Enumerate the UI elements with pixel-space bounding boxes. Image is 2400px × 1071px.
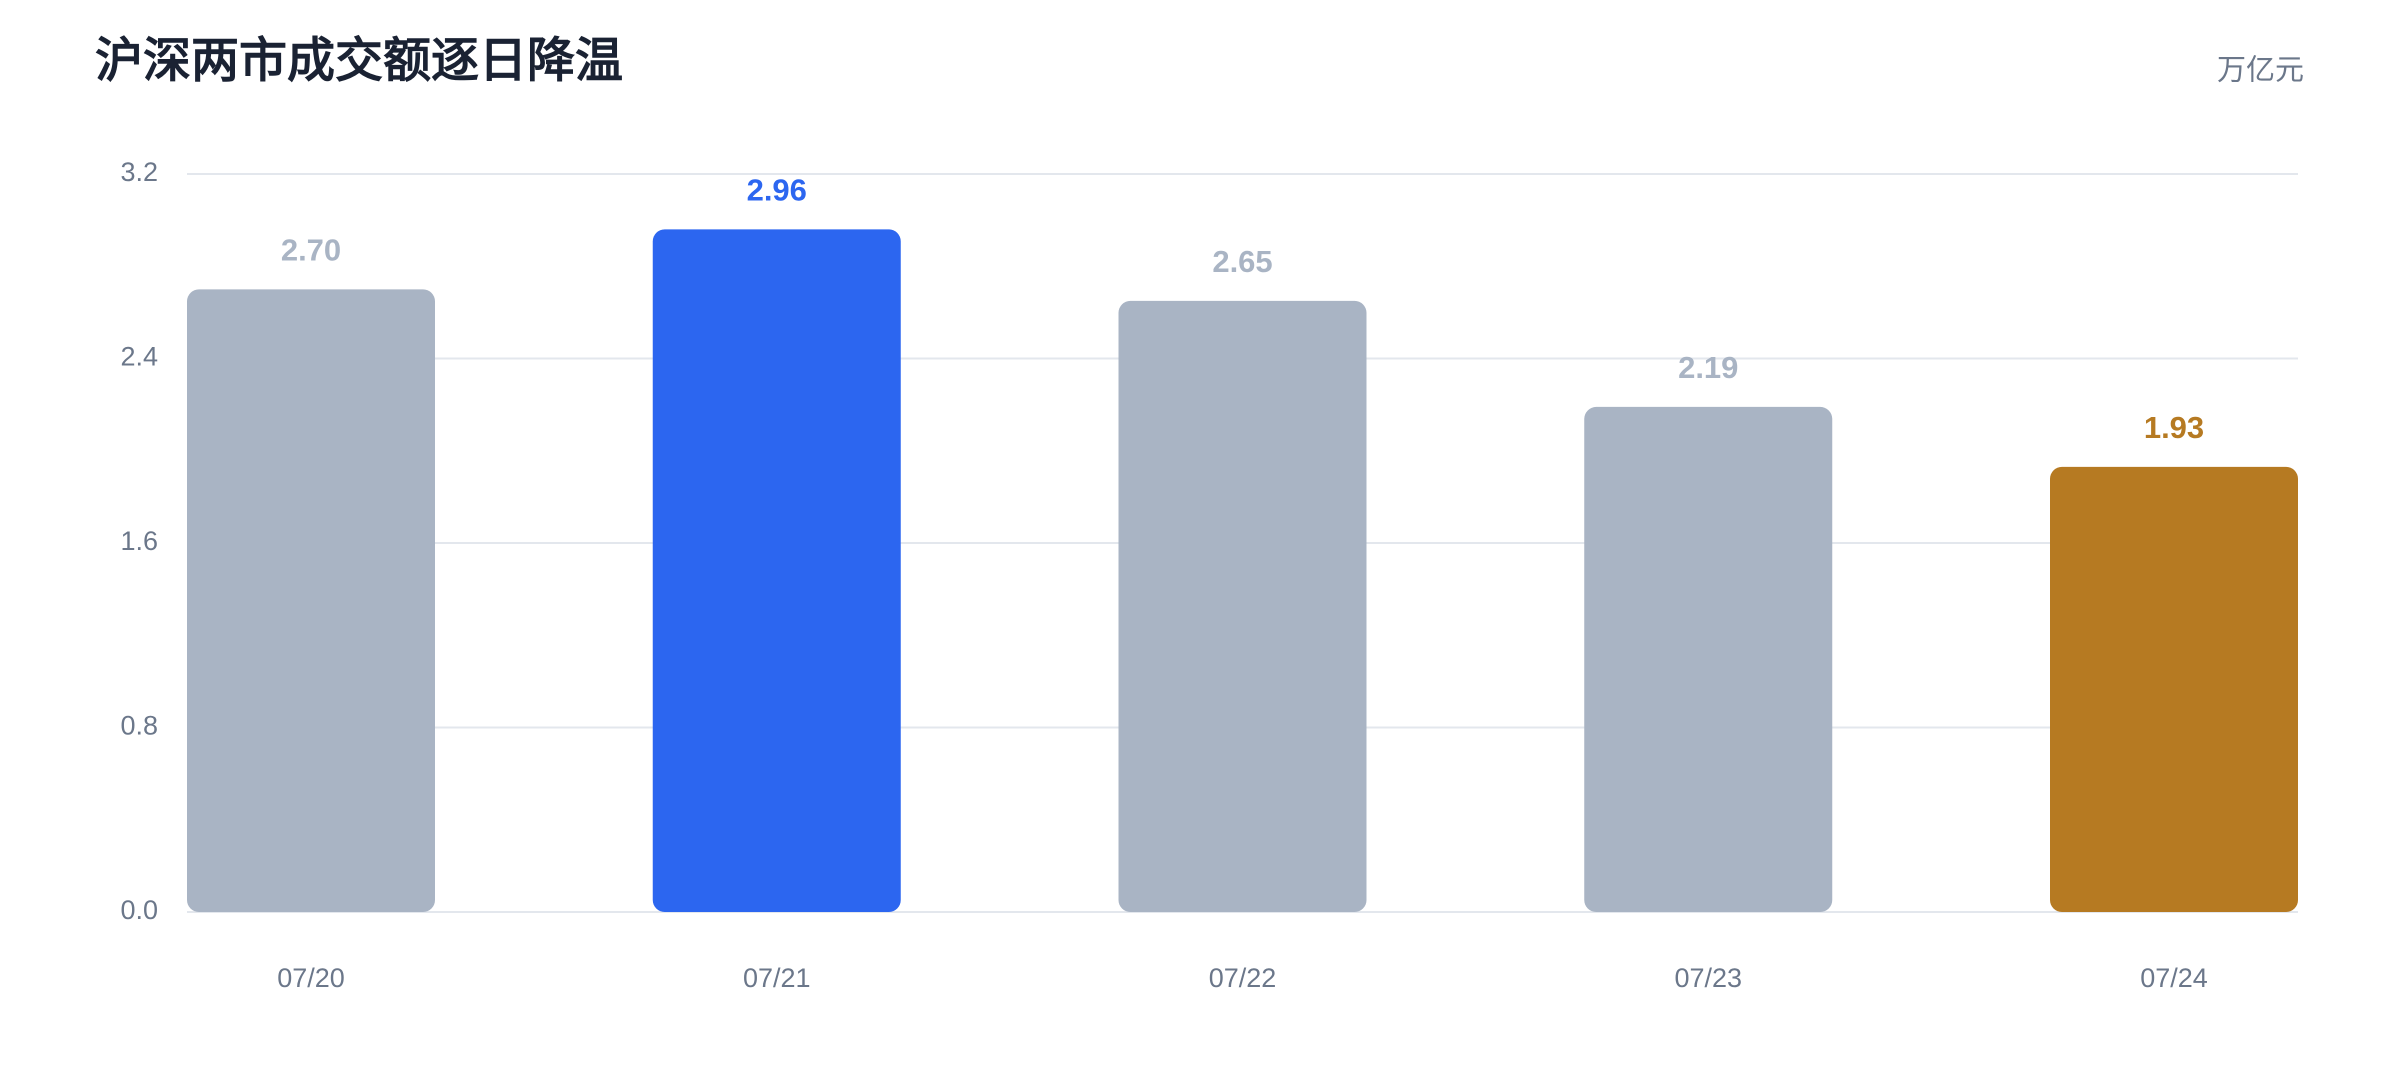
- x-tick-label: 07/23: [1674, 963, 1742, 993]
- bar: [2050, 466, 2298, 912]
- x-tick-label: 07/20: [277, 963, 345, 993]
- y-tick-label: 2.4: [120, 342, 158, 372]
- value-label: 1.93: [2144, 410, 2204, 445]
- value-label: 2.19: [1678, 350, 1738, 385]
- y-tick-label: 0.8: [120, 711, 158, 741]
- chart-title: 沪深两市成交额逐日降温: [95, 35, 623, 88]
- value-label: 2.96: [747, 173, 807, 208]
- value-label: 2.65: [1212, 244, 1272, 279]
- bar: [187, 289, 435, 912]
- x-tick-label: 07/22: [1209, 963, 1277, 993]
- x-tick-label: 07/24: [2140, 963, 2208, 993]
- x-tick-label: 07/21: [743, 963, 811, 993]
- y-tick-label: 1.6: [120, 526, 158, 556]
- bar: [1584, 406, 1833, 912]
- value-label: 2.70: [281, 233, 341, 268]
- unit-label: 万亿元: [2217, 54, 2304, 87]
- y-tick-label: 0.0: [120, 895, 158, 925]
- bar: [1118, 300, 1367, 912]
- y-tick-label: 3.2: [120, 157, 158, 187]
- bar: [652, 229, 901, 913]
